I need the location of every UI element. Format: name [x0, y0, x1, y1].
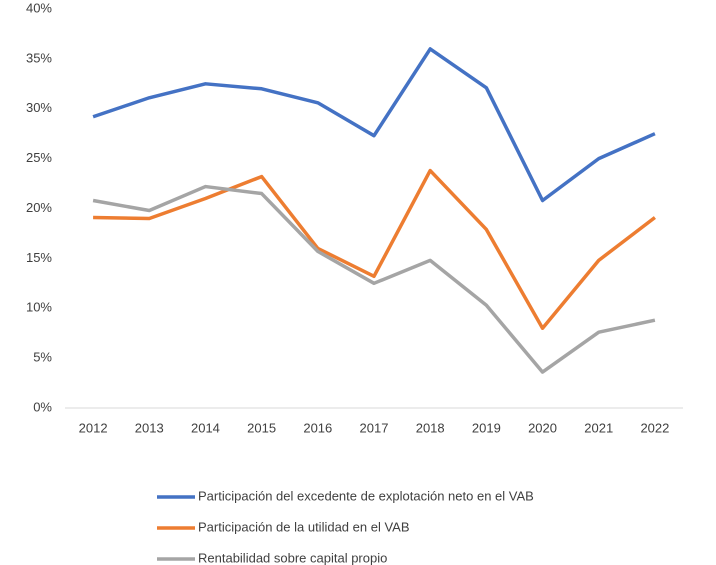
- legend-label: Participación de la utilidad en el VAB: [198, 519, 410, 534]
- series-line: [92, 47, 656, 203]
- x-tick-label: 2015: [247, 420, 276, 435]
- x-tick-label: 2018: [416, 420, 445, 435]
- y-tick-label: 35%: [26, 50, 52, 65]
- y-tick-label: 40%: [26, 0, 52, 15]
- y-tick-label: 25%: [26, 150, 52, 165]
- legend-label: Participación del excedente de explotaci…: [198, 488, 534, 503]
- series-line: [93, 168, 656, 330]
- x-tick-label: 2013: [135, 420, 164, 435]
- y-tick-label: 15%: [26, 250, 52, 265]
- y-tick-label: 20%: [26, 200, 52, 215]
- x-tick-label: 2014: [191, 420, 220, 435]
- x-tick-label: 2017: [360, 420, 389, 435]
- x-tick-label: 2020: [528, 420, 557, 435]
- x-tick-label: 2012: [79, 420, 108, 435]
- legend-label: Rentabilidad sobre capital propio: [198, 550, 387, 565]
- y-tick-label: 0%: [33, 399, 52, 414]
- y-tick-label: 10%: [26, 300, 52, 315]
- x-tick-label: 2021: [584, 420, 613, 435]
- y-tick-label: 30%: [26, 100, 52, 115]
- series-line: [92, 184, 656, 374]
- x-tick-label: 2016: [303, 420, 332, 435]
- y-tick-label: 5%: [33, 350, 52, 365]
- x-tick-label: 2022: [640, 420, 669, 435]
- x-tick-label: 2019: [472, 420, 501, 435]
